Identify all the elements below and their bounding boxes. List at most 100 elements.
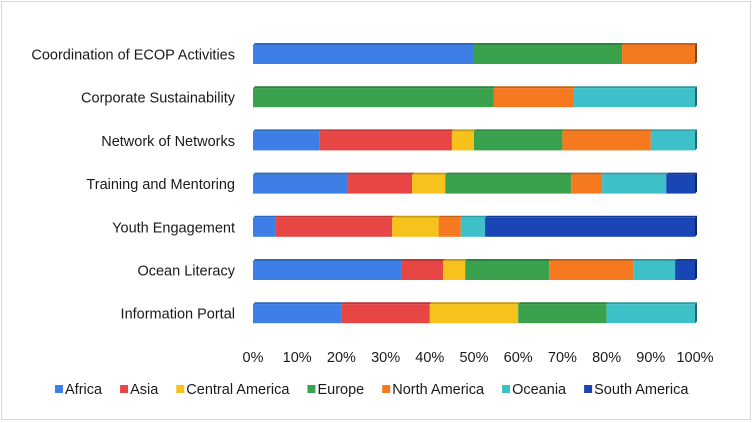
bar-segment-top: [392, 215, 441, 218]
bar-segment: [438, 217, 461, 237]
x-tick-label: 90%: [636, 350, 665, 366]
bar-segment: [451, 131, 474, 151]
legend-swatch: [55, 385, 63, 393]
bar-segment: [518, 304, 607, 324]
x-tick-label: 100%: [676, 350, 713, 366]
bar-segment: [474, 131, 563, 151]
x-tick-label: 40%: [415, 350, 444, 366]
bar-segment: [401, 261, 444, 280]
bar-segment: [392, 217, 439, 237]
x-tick-label: 30%: [371, 350, 400, 366]
bar-segment: [445, 174, 572, 194]
bar-segment: [443, 261, 466, 280]
bar-segment: [485, 217, 695, 237]
bar-segment-top: [341, 302, 432, 305]
legend-swatch: [502, 385, 511, 393]
bar-segment: [319, 131, 452, 151]
bar-segment-top: [633, 259, 678, 261]
bar-segment-top: [412, 172, 448, 175]
bar-segment: [460, 217, 486, 237]
bar-segment: [253, 45, 474, 64]
bar-segment: [253, 174, 349, 194]
category-label: Training and Mentoring: [86, 177, 235, 193]
x-tick-label: 20%: [327, 350, 356, 366]
bar-segment-top: [485, 215, 697, 218]
legend-item: North America: [382, 382, 485, 398]
bar-segment-top: [549, 259, 636, 261]
category-label: Corporate Sustainability: [81, 91, 236, 107]
bar-segment: [253, 304, 342, 324]
x-tick-label: 0%: [243, 350, 264, 366]
bar-segment: [675, 261, 695, 280]
bar-segment: [348, 174, 413, 194]
legend-swatch: [176, 385, 185, 393]
bar-segment-top: [253, 172, 351, 175]
legend-swatch: [584, 385, 593, 393]
legend-item: Asia: [120, 382, 159, 398]
legend-label: Africa: [65, 382, 103, 398]
bar-segment: [412, 174, 446, 194]
bar-segment-top: [401, 259, 446, 261]
category-labels: Coordination of ECOP Activities Corporate…: [31, 48, 235, 323]
bar-segment: [253, 131, 320, 151]
bar-segment-top: [666, 172, 697, 175]
bar-segment-top: [443, 259, 468, 261]
bar-segment: [429, 304, 519, 324]
legend-label: North America: [392, 382, 485, 398]
category-label: Youth Engagement: [112, 220, 235, 236]
bar-segment: [474, 45, 623, 64]
bar-segment-top: [253, 86, 496, 89]
category-label: Ocean Literacy: [137, 264, 235, 280]
bar-row: [253, 129, 697, 151]
x-axis-tick-labels: 0% 10% 20% 30% 40% 50% 60% 70% 80% 90% 100%: [243, 350, 714, 366]
bar-segment: [465, 261, 550, 280]
bar-row: [253, 43, 697, 64]
x-tick-label: 60%: [504, 350, 533, 366]
bar-row: [253, 172, 697, 194]
bar-segment-top: [253, 129, 322, 132]
bar-end-face: [695, 215, 697, 237]
bar-row: [253, 86, 697, 108]
bar-segment-top: [518, 302, 609, 305]
legend-item: Oceania: [502, 382, 567, 398]
x-tick-label: 10%: [283, 350, 312, 366]
bar-segment: [650, 131, 695, 151]
bar-segment-top: [493, 86, 576, 89]
bar-segment: [602, 174, 667, 194]
bar-row: [253, 215, 697, 237]
bar-segment-top: [253, 43, 476, 45]
bars-group: [253, 43, 697, 324]
bar-segment-top: [606, 302, 697, 305]
legend-item: Central America: [176, 382, 290, 398]
bar-segment: [606, 304, 695, 324]
bar-segment: [253, 88, 494, 108]
bar-segment-top: [319, 129, 454, 132]
bar-segment-top: [460, 215, 488, 218]
bar-segment-top: [602, 172, 669, 175]
bar-end-face: [695, 86, 697, 108]
legend-swatch: [307, 385, 316, 393]
legend-label: Central America: [186, 382, 290, 398]
x-tick-label: 50%: [459, 350, 488, 366]
bar-segment: [253, 217, 276, 237]
bar-segment-top: [571, 172, 605, 175]
legend-item: South America: [584, 382, 689, 398]
bar-segment: [666, 174, 695, 194]
bar-segment-top: [573, 86, 697, 89]
bar-segment-top: [253, 259, 404, 261]
bar-segment-top: [474, 129, 565, 132]
bar-end-face: [695, 172, 697, 194]
bar-segment: [562, 131, 651, 151]
legend-swatch: [382, 385, 391, 393]
bar-segment-top: [253, 215, 278, 218]
bar-row: [253, 259, 697, 280]
bar-segment: [571, 174, 603, 194]
bar-segment: [341, 304, 430, 324]
bar-segment: [275, 217, 393, 237]
bar-end-face: [695, 129, 697, 151]
legend-label: South America: [594, 382, 689, 398]
legend-item: Europe: [307, 382, 364, 398]
bar-end-face: [695, 302, 697, 324]
